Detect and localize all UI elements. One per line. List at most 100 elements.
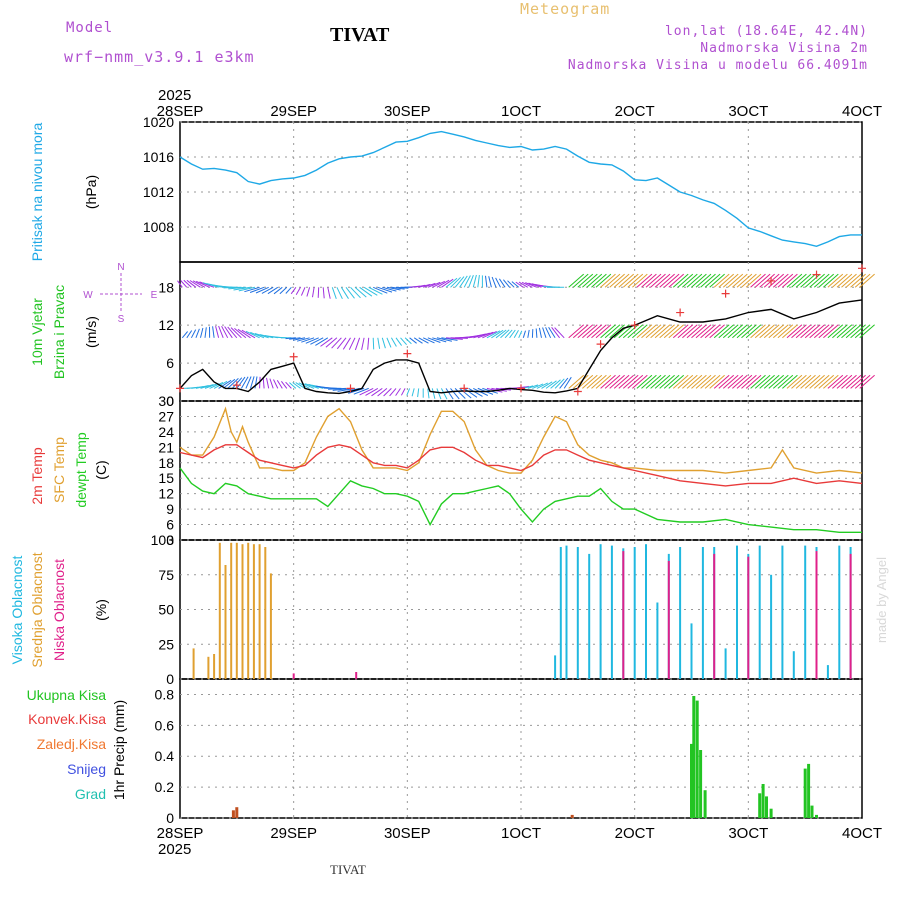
wind-barb [432,337,447,343]
cloud-bar [588,553,591,679]
wind-barb [250,376,255,389]
temp-2m-line [179,444,863,487]
wind-barb [368,286,383,295]
wind-barb [281,380,288,389]
elevation-label: Nadmorska Visina 2m [700,41,868,56]
wind-barb [267,286,279,295]
wind-barb [827,374,844,389]
wind-barb [233,286,251,291]
precip-total-label: Ukupna Kisa [27,687,107,703]
wind-barb [195,280,210,288]
model-label: Model [66,20,114,36]
wind-barb [454,388,466,399]
compass-e: E [151,290,158,301]
cloud-low-label: Niska Oblacnost [51,559,67,661]
temp-dew-label: dewpt Temp [73,432,89,507]
wind-barb [354,286,367,298]
wind-barb [809,273,825,288]
wind-barb [713,374,730,389]
wind-barb [391,286,405,290]
wind-barb [836,324,853,339]
wind-barb [750,273,766,288]
y-tick-label: 27 [158,408,174,424]
wind-barb [535,328,538,338]
wind-barb [759,324,775,339]
wind-barb [659,374,675,389]
wind-barb [389,388,397,397]
wind-barb [293,337,306,341]
wind-barb [577,273,594,288]
wind-barb [654,374,671,389]
wind-barb [285,337,296,340]
wind-barb [627,273,644,288]
cloud-bar [235,542,238,679]
cloud-bar [804,545,807,679]
wind-barb [386,337,392,348]
wind-barb [195,328,200,338]
wind-unit-label: (m/s) [83,316,99,348]
sfc-temp-line [179,406,863,474]
wind-barb [645,374,662,389]
wind-barb [709,273,725,288]
wind-barb [709,374,725,389]
wind-barb [763,374,780,389]
wind-barb [736,374,753,389]
wind-barb [568,374,585,389]
wind-barb [427,281,441,288]
wind-barb [732,273,748,288]
wind-barb [741,273,757,288]
wind-barb [536,382,549,389]
cloud-bar [633,547,636,679]
wind-barb [650,374,666,389]
wind-barb [818,324,835,339]
cloud-bar [736,545,738,679]
wind-barb [750,324,766,339]
wind-barb [285,381,292,389]
wind-barb [383,388,392,397]
wind-barb [223,286,242,289]
wind-barb [504,329,513,339]
wind-barb [436,388,442,400]
cloud-bar [724,648,727,679]
wind-barb [641,273,657,288]
cloud-bar [849,553,852,679]
wind-barb [586,273,603,288]
x-tick-label-top: 2OCT [615,103,655,120]
precip-bar [235,807,239,818]
x-tick-label-top: 30SEP [384,103,431,120]
wind-barb [518,330,523,339]
wind-barb [618,324,635,339]
cloud-bar [241,544,244,679]
wind-gust-marker [403,349,412,358]
wind-barb [854,324,871,339]
wind-barb [618,374,635,389]
wind-barb [551,326,560,339]
wind-barb [521,281,533,288]
wind-barb [823,324,839,339]
wind-barb [768,273,785,288]
cloud-bar [264,547,267,679]
cloud-bar [792,651,795,679]
wind-barb [636,374,653,389]
wind-barb [545,327,552,339]
wind-barb [361,337,365,351]
wind-barb [477,275,480,288]
y-tick-label: 18 [158,455,174,471]
wind-barb [269,378,274,389]
wind-barb [704,324,721,339]
cloud-bar [838,545,841,679]
wind-barb [763,324,780,339]
x-tick-label-bottom: 1OCT [501,825,541,842]
wind-barb [650,324,666,339]
cloud-bar [667,560,670,679]
y-tick-label: 6 [166,517,174,533]
wind-barb [482,330,497,339]
precip-bar [810,805,814,818]
wind-barb [600,324,616,339]
model-name: wrf−nmm_v3.9.1 e3km [64,48,255,66]
wind-barb [395,337,403,346]
cloud-bar [224,565,227,679]
wind-barb [204,382,219,389]
wind-barb [813,374,830,389]
wind-barb [365,387,379,396]
